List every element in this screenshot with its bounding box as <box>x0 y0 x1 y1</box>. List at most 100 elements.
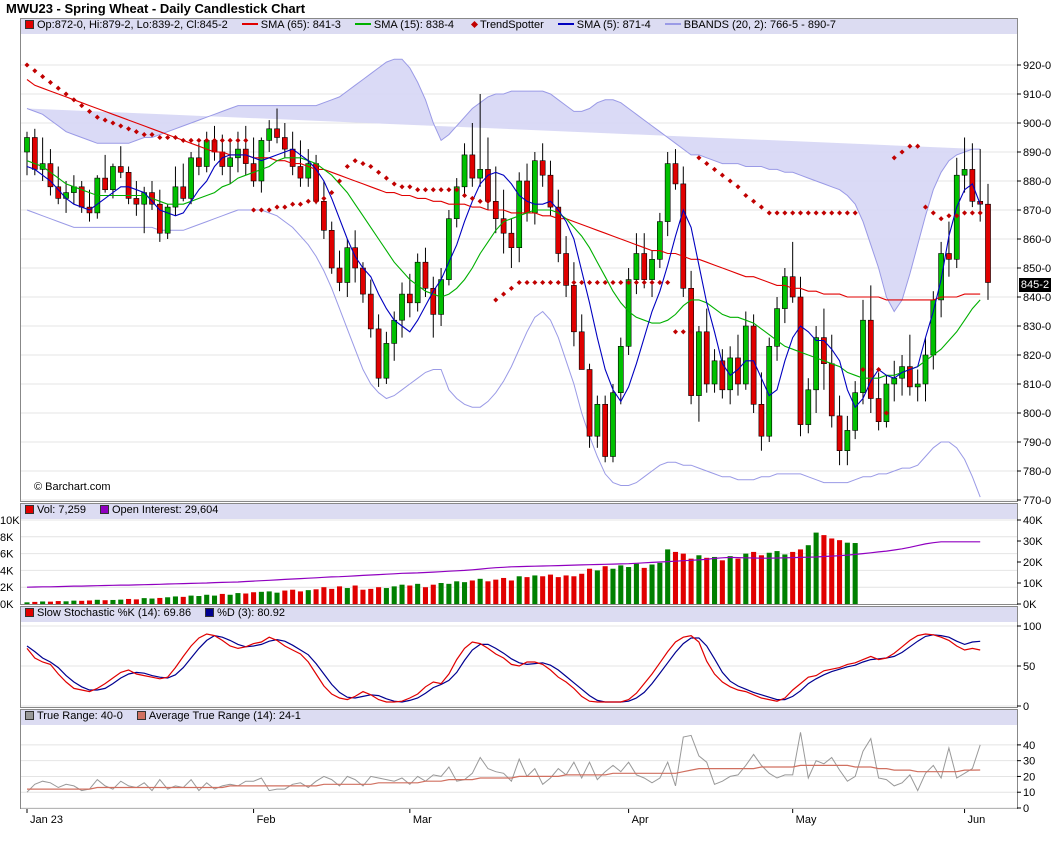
volume-bar <box>563 575 569 604</box>
legend-item: SMA (15): 838-4 <box>354 19 454 31</box>
trendspotter-dot <box>290 201 296 207</box>
trendspotter-dot <box>180 137 186 143</box>
trendspotter-dot <box>110 120 116 126</box>
trendspotter-dot <box>383 175 389 181</box>
candle-body <box>430 287 437 315</box>
volume-bar <box>391 586 397 604</box>
legend-label: %D (3): 80.92 <box>217 607 285 619</box>
candle-body <box>266 128 273 141</box>
y-tick-label: 850-0 <box>1023 263 1051 275</box>
legend-swatch <box>99 505 109 514</box>
legend-swatch <box>241 23 258 25</box>
chart-title: MWU23 - Spring Wheat - Daily Candlestick… <box>6 1 306 16</box>
candle-body <box>297 166 304 179</box>
trendspotter-dot <box>532 279 538 286</box>
trendspotter-dot <box>40 74 46 80</box>
volume-bar <box>102 600 108 604</box>
trendspotter-dot <box>868 366 874 373</box>
oi-tick-label: 40K <box>1023 515 1043 527</box>
y-tick-label: 820-0 <box>1023 350 1051 362</box>
trendspotter-dot <box>157 134 163 141</box>
volume-bar <box>290 589 296 604</box>
oi-tick-label: 20K <box>1023 557 1043 569</box>
sma65-line <box>26 79 981 301</box>
candle-body <box>852 392 859 431</box>
legend-label: True Range: 40-0 <box>37 710 123 722</box>
candle-body <box>281 137 288 150</box>
trendspotter-dot <box>485 198 491 204</box>
volume-bar <box>844 542 850 604</box>
bollinger-lower-line <box>26 209 981 498</box>
candle-body <box>461 154 468 188</box>
x-tick-label: Feb <box>257 814 276 826</box>
trendspotter-dot <box>555 279 561 286</box>
volume-bar <box>680 553 686 604</box>
volume-bar <box>352 585 358 604</box>
legend-swatch <box>25 20 34 29</box>
legend-swatch <box>136 711 146 720</box>
volume-bar <box>797 549 804 604</box>
trendspotter-dot <box>438 187 444 193</box>
candle-body <box>539 160 546 176</box>
legend-label: TrendSpotter <box>479 19 544 31</box>
candle-body <box>860 319 866 394</box>
y-tick-label: 870-0 <box>1023 205 1051 217</box>
volume-bar <box>383 588 389 604</box>
tr-tick-label: 40 <box>1023 740 1035 752</box>
volume-bar <box>86 600 93 604</box>
volume-bar <box>688 558 694 604</box>
candle-body <box>500 218 507 234</box>
trendspotter-dot <box>266 207 272 213</box>
trendspotter-dot <box>844 210 850 216</box>
trendspotter-dot <box>461 192 468 199</box>
true-range-legend: True Range: 40-0 Average True Range (14):… <box>21 710 1017 725</box>
candle-body <box>664 163 671 222</box>
trendspotter-dot <box>493 297 499 303</box>
x-tick-label: Jun <box>968 814 986 826</box>
stoch-d-line <box>26 634 981 703</box>
trendspotter-dot <box>766 210 772 216</box>
y-tick-label: 900-0 <box>1023 118 1051 130</box>
trendspotter-dot <box>594 279 600 286</box>
candle-body <box>235 148 241 159</box>
volume-bar <box>657 562 663 604</box>
trendspotter-dot <box>735 184 741 190</box>
candle-body <box>602 403 609 457</box>
trendspotter-dot <box>969 210 975 216</box>
trendspotter-dot <box>821 210 827 216</box>
volume-bar <box>852 543 858 604</box>
volume-bar <box>516 576 522 604</box>
volume-bar <box>430 584 436 604</box>
y-tick-label: 800-0 <box>1023 408 1051 420</box>
trendspotter-dot <box>579 279 585 286</box>
volume-bar <box>712 556 718 604</box>
volume-bar <box>282 590 288 604</box>
volume-bar <box>446 583 452 604</box>
candle-body <box>383 343 390 379</box>
volume-bar <box>204 594 210 604</box>
legend-swatch <box>664 23 681 25</box>
candle-body <box>805 389 812 425</box>
y-tick-label: 840-0 <box>1023 292 1051 304</box>
candle-body <box>422 261 429 289</box>
volume-bar <box>344 588 350 604</box>
volume-bar <box>180 596 186 604</box>
volume-bar <box>649 564 655 604</box>
legend-item: TrendSpotter <box>468 19 544 31</box>
y-tick-label: 920-0 <box>1023 60 1051 72</box>
candle-body <box>328 230 335 269</box>
oi-tick-label: 0K <box>1023 599 1037 611</box>
trendspotter-dot <box>422 187 429 193</box>
trendspotter-dot <box>329 190 335 196</box>
trendspotter-dot <box>352 158 358 164</box>
y-tick-label: 860-0 <box>1023 234 1051 246</box>
trendspotter-dot <box>94 114 100 120</box>
candle-body <box>117 166 124 173</box>
legend-item: Average True Range (14): 24-1 <box>136 710 301 722</box>
volume-bar <box>24 602 30 604</box>
volume-bar <box>40 601 46 604</box>
candle-body <box>227 157 233 167</box>
volume-bar <box>251 592 257 604</box>
